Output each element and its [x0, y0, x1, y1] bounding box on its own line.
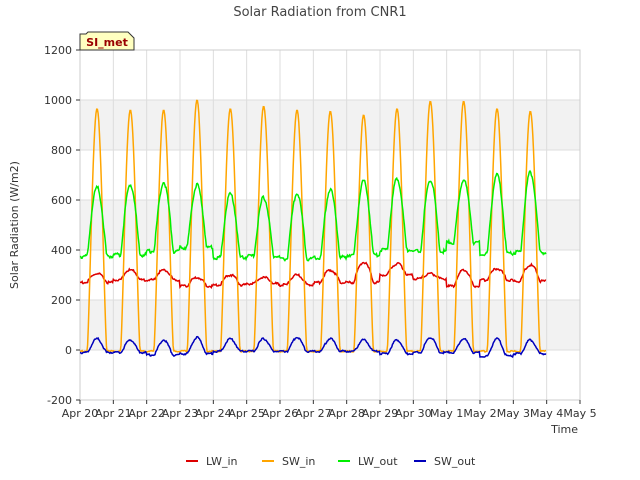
x-tick-label: Apr 20	[62, 407, 99, 420]
y-tick-label: -200	[47, 394, 72, 407]
y-tick-label: 200	[51, 294, 72, 307]
x-tick-label: Apr 28	[328, 407, 365, 420]
x-tick-label: Apr 29	[362, 407, 399, 420]
x-tick-label: Apr 27	[295, 407, 332, 420]
y-tick-label: 1200	[44, 44, 72, 57]
series-line-sw-out	[79, 335, 547, 359]
y-tick-label: 0	[65, 344, 72, 357]
series-line-lw-out	[79, 169, 547, 262]
y-axis-ticks: -200 0 200 400 600 800 1000 1200	[44, 44, 80, 407]
legend-label: SW_in	[282, 455, 315, 468]
x-tick-label: Apr 24	[195, 407, 232, 420]
legend-label: LW_out	[358, 455, 398, 468]
chart-title: Solar Radiation from CNR1	[233, 5, 406, 20]
x-tick-label: May 1	[430, 407, 463, 420]
y-tick-label: 400	[51, 244, 72, 257]
background-band	[80, 200, 580, 250]
x-tick-label: Apr 26	[262, 407, 299, 420]
series-line-sw-in	[79, 99, 547, 354]
y-tick-label: 800	[51, 144, 72, 157]
x-tick-label: May 2	[463, 407, 496, 420]
station-badge-shape	[79, 31, 135, 51]
legend: LW_in SW_in LW_out SW_out	[186, 455, 476, 468]
station-badge-label: SI_met	[86, 36, 128, 49]
background-band	[80, 50, 580, 100]
background-band	[80, 100, 580, 150]
x-tick-label: May 5	[563, 407, 596, 420]
x-tick-label: Apr 22	[128, 407, 165, 420]
x-axis-label: Time	[550, 423, 578, 436]
series-layer	[79, 99, 547, 359]
x-tick-label: May 3	[497, 407, 530, 420]
plot-frame	[79, 49, 581, 401]
x-tick-label: Apr 21	[95, 407, 132, 420]
x-tick-label: Apr 30	[395, 407, 432, 420]
legend-label: LW_in	[206, 455, 238, 468]
x-tick-label: Apr 25	[228, 407, 265, 420]
series-line-lw-in	[79, 261, 547, 290]
legend-label: SW_out	[434, 455, 476, 468]
background-band	[80, 150, 580, 200]
y-tick-label: 1000	[44, 94, 72, 107]
background-band	[80, 300, 580, 350]
background-band	[80, 350, 580, 400]
y-tick-label: 600	[51, 194, 72, 207]
background-band	[80, 250, 580, 300]
y-axis-label: Solar Radiation (W/m2)	[8, 161, 21, 289]
x-tick-label: May 4	[530, 407, 563, 420]
station-badge: SI_met	[79, 31, 135, 51]
x-tick-label: Apr 23	[162, 407, 199, 420]
background-bands	[80, 50, 580, 400]
